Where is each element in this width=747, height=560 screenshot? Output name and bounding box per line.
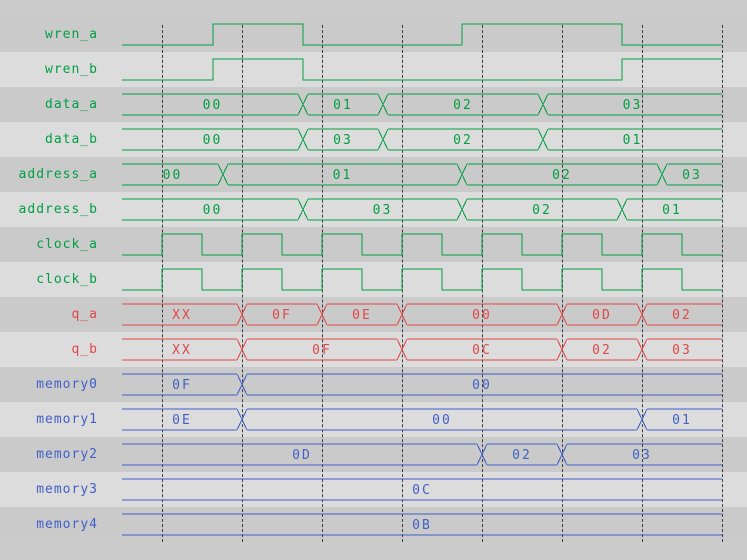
wave-path bbox=[122, 163, 722, 186]
bus-value: 01 bbox=[672, 413, 692, 428]
bus-value: 01 bbox=[333, 168, 353, 183]
signal-label[interactable]: memory1 bbox=[36, 412, 98, 427]
bus-value: 02 bbox=[552, 168, 572, 183]
bus-value: XX bbox=[172, 343, 192, 358]
bus-value: 02 bbox=[532, 203, 552, 218]
wave-memory2[interactable]: 0D 02 03 bbox=[122, 443, 722, 466]
signal-row-memory3[interactable]: memory3 bbox=[0, 472, 747, 507]
wave-path bbox=[122, 198, 722, 221]
signal-label[interactable]: memory3 bbox=[36, 482, 98, 497]
wave-path bbox=[122, 373, 722, 396]
wave-path bbox=[122, 128, 722, 151]
wave-data_a[interactable]: 00 01 02 03 bbox=[122, 93, 722, 116]
bus-value: 01 bbox=[662, 203, 682, 218]
signal-label[interactable]: q_a bbox=[71, 307, 98, 322]
bus-value: 03 bbox=[682, 168, 702, 183]
signal-label[interactable]: memory0 bbox=[36, 377, 98, 392]
bus-value: 0E bbox=[352, 308, 372, 323]
bus-value: 00 bbox=[472, 378, 492, 393]
wave-address_b[interactable]: 00 03 02 01 bbox=[122, 198, 722, 221]
signal-label[interactable]: address_b bbox=[18, 202, 98, 217]
wave-memory0[interactable]: 0F 00 bbox=[122, 373, 722, 396]
bus-value: XX bbox=[172, 308, 192, 323]
wave-path bbox=[122, 93, 722, 116]
wave-path bbox=[122, 338, 722, 361]
signal-label[interactable]: address_a bbox=[18, 167, 98, 182]
bus-value: 0D bbox=[592, 308, 612, 323]
bus-value: 0D bbox=[292, 448, 312, 463]
bus-value: 0F bbox=[312, 343, 332, 358]
bus-value: 00 bbox=[432, 413, 452, 428]
bus-value: 00 bbox=[203, 203, 223, 218]
bus-value: 0C bbox=[472, 343, 492, 358]
wave-q_a[interactable]: XX 0F 0E 00 0D 02 bbox=[122, 303, 722, 326]
wave-path bbox=[122, 58, 722, 81]
bus-value: 02 bbox=[453, 98, 473, 113]
wave-path bbox=[122, 303, 722, 326]
signal-label[interactable]: q_b bbox=[71, 342, 98, 357]
wave-memory3[interactable]: 0C bbox=[122, 478, 722, 501]
wave-path bbox=[122, 408, 722, 431]
signal-row-q_b[interactable]: q_b bbox=[0, 332, 747, 367]
bus-value: 03 bbox=[373, 203, 393, 218]
signal-row-memory0[interactable]: memory0 bbox=[0, 367, 747, 402]
signal-label[interactable]: memory4 bbox=[36, 517, 98, 532]
wave-wren_a[interactable] bbox=[122, 23, 722, 46]
bus-value: 00 bbox=[163, 168, 183, 183]
wave-path bbox=[122, 23, 722, 46]
bus-value: 01 bbox=[623, 133, 643, 148]
bus-value: 00 bbox=[203, 133, 223, 148]
bus-value: 02 bbox=[453, 133, 473, 148]
signal-label[interactable]: data_b bbox=[45, 132, 98, 147]
signal-row-clock_b[interactable]: clock_b bbox=[0, 262, 747, 297]
signal-label[interactable]: clock_b bbox=[36, 272, 98, 287]
wave-q_b[interactable]: XX 0F 0C 02 03 bbox=[122, 338, 722, 361]
bus-value: 0C bbox=[412, 483, 432, 498]
signal-label[interactable]: wren_a bbox=[45, 27, 98, 42]
bus-value: 02 bbox=[592, 343, 612, 358]
bus-value: 03 bbox=[333, 133, 353, 148]
wave-data_b[interactable]: 00 03 02 01 bbox=[122, 128, 722, 151]
signal-label[interactable]: memory2 bbox=[36, 447, 98, 462]
bus-value: 0F bbox=[272, 308, 292, 323]
bus-value: 03 bbox=[623, 98, 643, 113]
wave-path bbox=[122, 233, 722, 256]
bus-value: 03 bbox=[672, 343, 692, 358]
wave-path bbox=[122, 478, 722, 501]
wave-wren_b[interactable] bbox=[122, 58, 722, 81]
bus-value: 02 bbox=[672, 308, 692, 323]
bus-value: 0E bbox=[172, 413, 192, 428]
wave-memory1[interactable]: 0E 00 01 bbox=[122, 408, 722, 431]
bus-value: 03 bbox=[632, 448, 652, 463]
bus-value: 0F bbox=[172, 378, 192, 393]
wave-clock_a[interactable] bbox=[122, 233, 722, 256]
wave-memory4[interactable]: 0B bbox=[122, 513, 722, 536]
signal-row-q_a[interactable]: q_a bbox=[0, 297, 747, 332]
wave-path bbox=[122, 513, 722, 536]
signal-label[interactable]: data_a bbox=[45, 97, 98, 112]
wave-path bbox=[122, 268, 722, 291]
signal-row-clock_a[interactable]: clock_a bbox=[0, 227, 747, 262]
signal-row-memory4[interactable]: memory4 bbox=[0, 507, 747, 542]
signal-row-memory2[interactable]: memory2 bbox=[0, 437, 747, 472]
wave-address_a[interactable]: 00 01 02 03 bbox=[122, 163, 722, 186]
bus-value: 01 bbox=[333, 98, 353, 113]
signal-row-memory1[interactable]: memory1 bbox=[0, 402, 747, 437]
signal-row-data_b[interactable]: data_b bbox=[0, 122, 747, 157]
signal-row-data_a[interactable]: data_a bbox=[0, 87, 747, 122]
signal-row-address_a[interactable]: address_a bbox=[0, 157, 747, 192]
signal-label[interactable]: clock_a bbox=[36, 237, 98, 252]
wave-clock_b[interactable] bbox=[122, 268, 722, 291]
bus-value: 00 bbox=[472, 308, 492, 323]
signal-label[interactable]: wren_b bbox=[45, 62, 98, 77]
bus-value: 02 bbox=[512, 448, 532, 463]
bus-value: 0B bbox=[412, 518, 432, 533]
bus-value: 00 bbox=[203, 98, 223, 113]
